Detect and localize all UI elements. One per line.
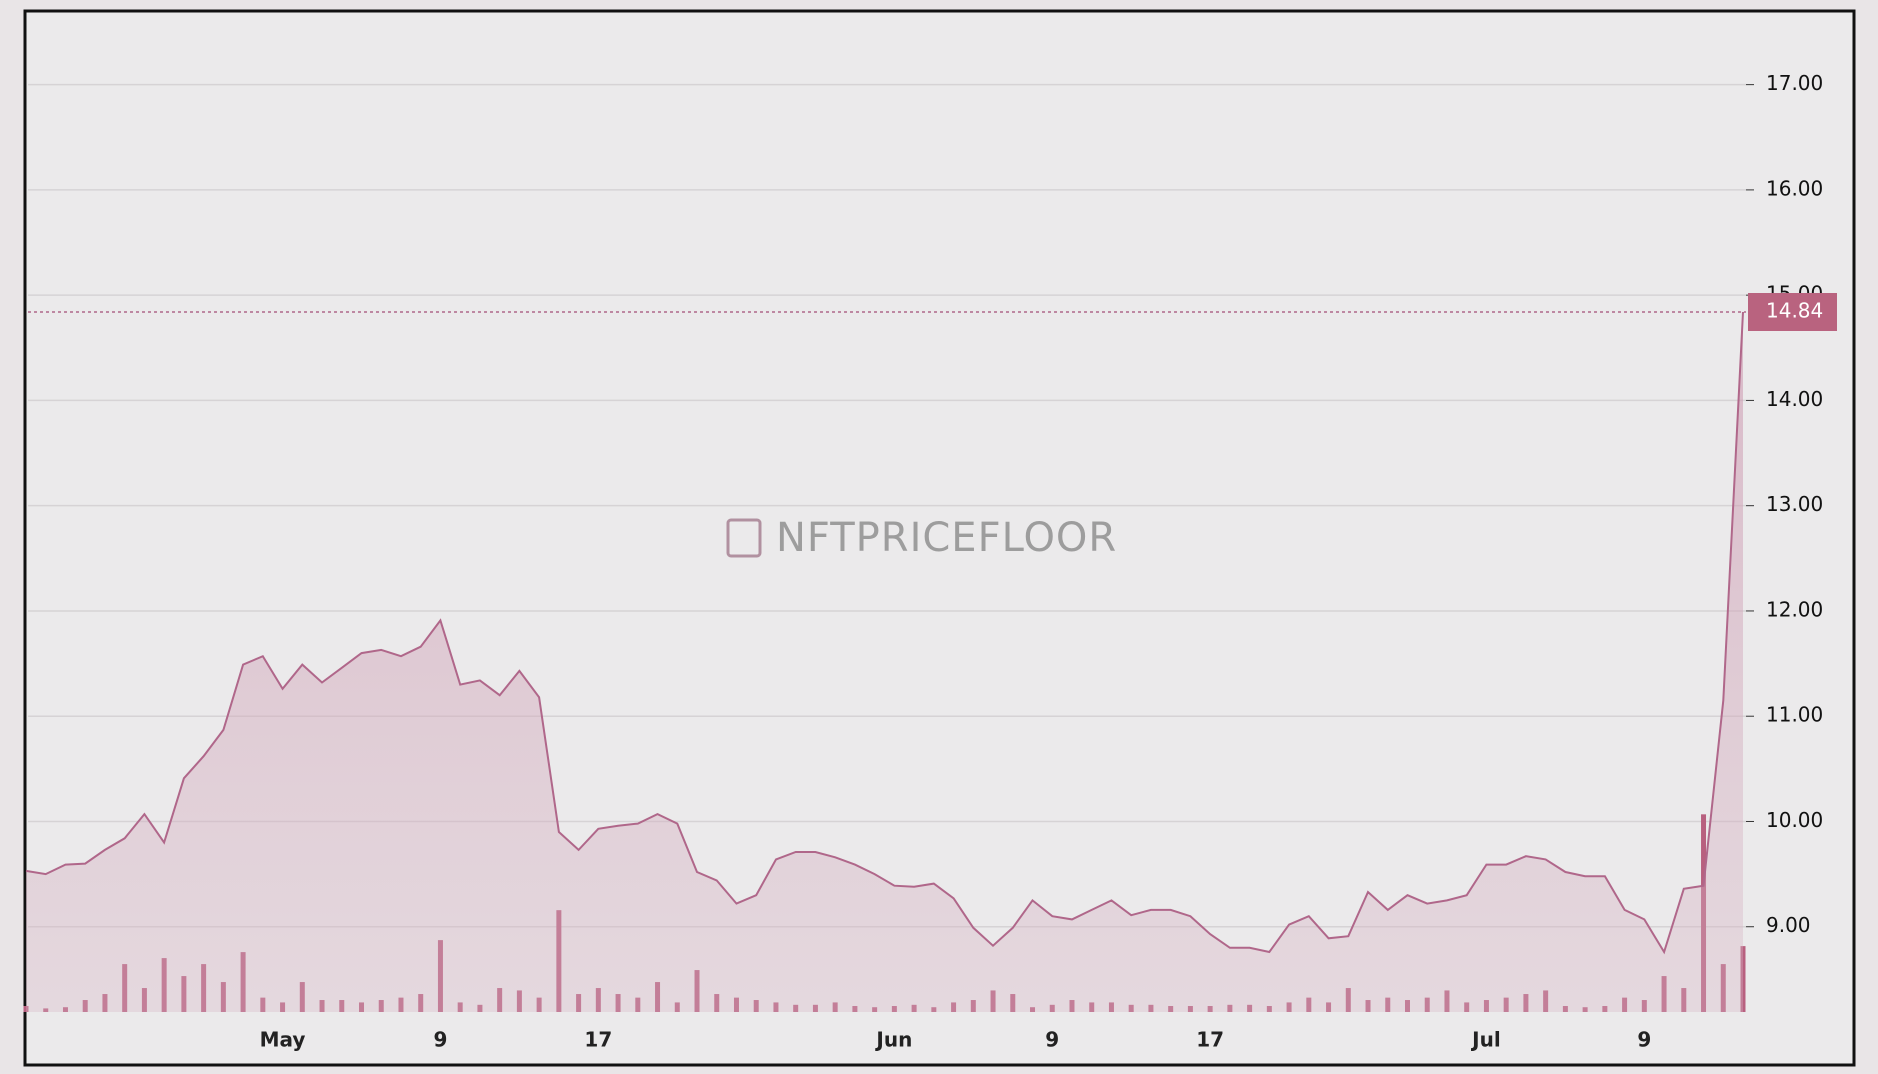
last-value-box [1748, 293, 1837, 331]
y-tick-label: 13.00 [1766, 492, 1823, 516]
y-tick-label: 9.00 [1766, 913, 1811, 937]
plot: May 9 17 Jun 9 17 Jul 9 14.84 [23, 293, 1837, 1052]
y-tick-label: 12.00 [1766, 597, 1823, 621]
y-tick-label: 10.00 [1766, 808, 1823, 832]
x-tick-label: 9 [1045, 1028, 1059, 1052]
watermark: NFTPRICEFLOOR [726, 515, 1117, 561]
price-line [25, 311, 1744, 955]
x-tick-label: Jul [1470, 1028, 1501, 1052]
x-tick-label: 17 [584, 1028, 612, 1052]
x-tick-label: 9 [1637, 1028, 1651, 1052]
y-tick-label: 16.00 [1766, 176, 1823, 200]
x-tick-label: Jun [874, 1028, 912, 1052]
y-tick-label: 11.00 [1766, 703, 1823, 727]
watermark-text: NFTPRICEFLOOR [776, 515, 1117, 561]
watermark-icon [726, 518, 762, 558]
x-tick-label: 17 [1196, 1028, 1224, 1052]
x-tick-label: 9 [433, 1028, 447, 1052]
y-tick-label: 17.00 [1766, 71, 1823, 95]
last-value-label: 14.84 [1766, 299, 1823, 323]
x-tick-label: May [260, 1028, 306, 1052]
y-tick-label: 14.00 [1766, 387, 1823, 411]
price-area [26, 312, 1743, 1012]
